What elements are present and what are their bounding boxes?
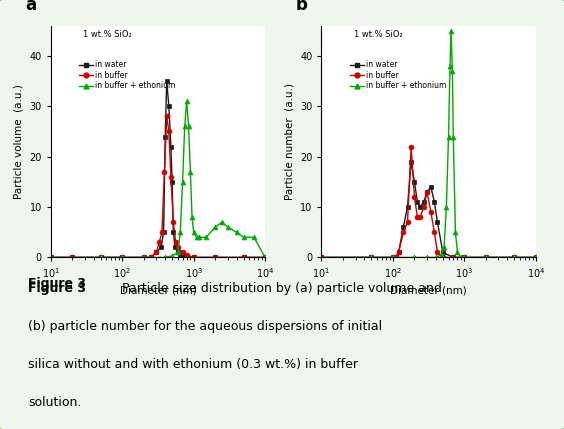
Text: a: a — [25, 0, 36, 14]
Legend: in water, in buffer, in buffer + ethonium: in water, in buffer, in buffer + ethoniu… — [76, 57, 179, 94]
Y-axis label: Particle volume  (a.u.): Particle volume (a.u.) — [14, 84, 24, 199]
Y-axis label: Particle number  (a.u.): Particle number (a.u.) — [284, 83, 294, 200]
Text: Particle size distribution by (a) particle volume and: Particle size distribution by (a) partic… — [118, 282, 442, 295]
Text: 1 wt.% SiO₂: 1 wt.% SiO₂ — [354, 30, 402, 39]
Text: silica without and with ethonium (0.3 wt.%) in buffer: silica without and with ethonium (0.3 wt… — [28, 358, 358, 371]
Text: b: b — [296, 0, 307, 14]
Text: Figure 3: Figure 3 — [28, 282, 86, 295]
Text: Figure 3: Figure 3 — [28, 277, 86, 290]
Legend: in water, in buffer, in buffer + ethonium: in water, in buffer, in buffer + ethoniu… — [347, 57, 450, 94]
X-axis label: Diameter (nm): Diameter (nm) — [120, 286, 196, 296]
X-axis label: Diameter (nm): Diameter (nm) — [390, 286, 467, 296]
Text: solution.: solution. — [28, 396, 82, 408]
Text: (b) particle number for the aqueous dispersions of initial: (b) particle number for the aqueous disp… — [28, 320, 382, 333]
Text: 1 wt.% SiO₂: 1 wt.% SiO₂ — [83, 30, 131, 39]
